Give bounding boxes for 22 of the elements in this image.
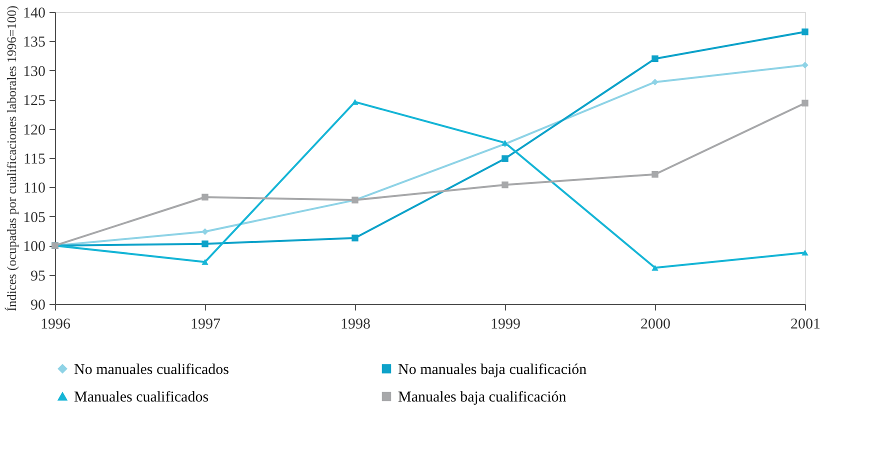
y-tick-label: 125 xyxy=(23,93,46,110)
legend-label: No manuales cualificados xyxy=(74,362,230,378)
x-tick-label: 2001 xyxy=(790,316,820,332)
y-tick-label: 140 xyxy=(23,6,46,22)
y-tick-label: 110 xyxy=(24,180,46,197)
x-tick-label: 2000 xyxy=(640,316,670,332)
y-tick-label: 130 xyxy=(23,64,46,80)
y-tick-label: 115 xyxy=(24,152,46,168)
x-tick-label: 1999 xyxy=(490,316,520,332)
y-tick-label: 135 xyxy=(23,34,46,51)
y-tick-label: 120 xyxy=(23,122,46,138)
y-axis-title: Índices (ocupadas por cualificaciones laborales 1996=100) xyxy=(4,6,19,312)
y-tick-label: 100 xyxy=(23,239,46,256)
x-tick-label: 1998 xyxy=(340,316,370,332)
y-tick-label: 105 xyxy=(23,210,46,226)
y-tick-label: 95 xyxy=(30,268,46,284)
legend-label: No manuales baja cualificación xyxy=(398,362,588,378)
x-tick-label: 1996 xyxy=(40,316,71,332)
legend-label: Manuales baja cualificación xyxy=(398,390,567,406)
x-tick-label: 1997 xyxy=(190,316,221,332)
legend-label: Manuales cualificados xyxy=(74,390,209,406)
y-tick-label: 90 xyxy=(30,298,46,314)
